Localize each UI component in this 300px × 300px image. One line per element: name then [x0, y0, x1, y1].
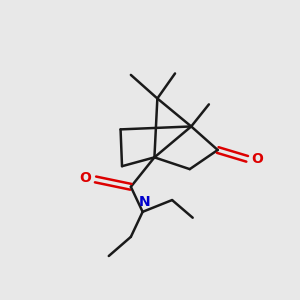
Text: N: N	[138, 195, 150, 209]
Text: O: O	[79, 171, 91, 185]
Text: O: O	[252, 152, 263, 166]
